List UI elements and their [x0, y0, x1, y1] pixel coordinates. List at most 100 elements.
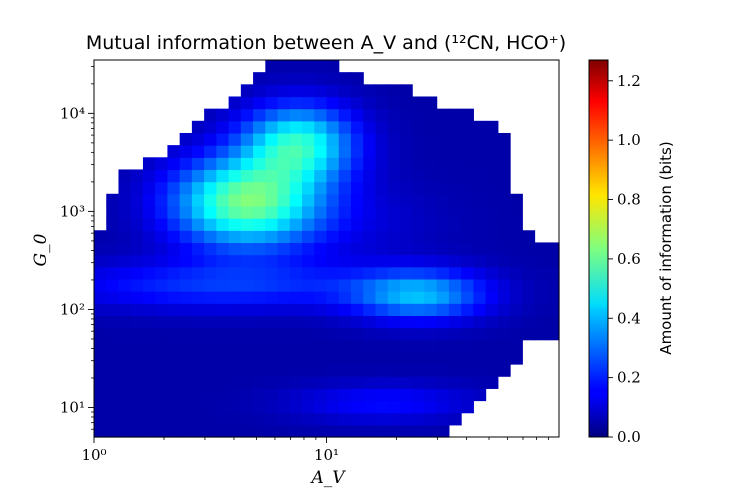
heatmap-cell	[350, 412, 364, 426]
colorbar-tick-label: 1.2	[617, 72, 641, 90]
heatmap-cell	[448, 339, 462, 353]
heatmap-cell	[191, 218, 205, 231]
heatmap-cell	[375, 205, 389, 219]
heatmap-cell	[412, 291, 425, 304]
heatmap-cell	[424, 96, 438, 110]
heatmap-cell	[473, 339, 487, 353]
heatmap-cell	[399, 157, 413, 171]
heatmap-cell	[191, 424, 205, 438]
heatmap-cell	[350, 230, 364, 244]
heatmap-cell	[240, 412, 254, 426]
heatmap-cell	[204, 315, 217, 329]
heatmap-cell	[130, 181, 144, 195]
heatmap-cell	[216, 412, 230, 426]
heatmap-cell	[363, 278, 377, 292]
heatmap-cell	[497, 218, 511, 231]
heatmap-cell	[118, 351, 132, 365]
heatmap-cell	[326, 412, 340, 426]
heatmap-cell	[424, 388, 438, 402]
heatmap-cell	[253, 291, 266, 304]
heatmap-cell	[302, 266, 315, 280]
heatmap-cell	[326, 400, 340, 414]
heatmap-cell	[191, 339, 205, 353]
heatmap-cell	[240, 193, 254, 207]
heatmap-cell	[191, 266, 205, 280]
heatmap-cell	[424, 327, 438, 341]
heatmap-cell	[216, 242, 230, 256]
heatmap-cell	[448, 242, 462, 256]
heatmap-cell	[399, 145, 413, 158]
heatmap-cell	[326, 84, 340, 98]
heatmap-cell	[436, 132, 450, 146]
heatmap-cell	[106, 351, 120, 365]
heatmap-cell	[277, 412, 291, 426]
heatmap-cell	[497, 364, 511, 377]
heatmap-cell	[155, 205, 169, 219]
heatmap-cell	[314, 157, 328, 171]
heatmap-cell	[142, 157, 156, 171]
heatmap-cell	[253, 351, 266, 365]
heatmap-cell	[399, 96, 413, 110]
heatmap-cell	[326, 291, 340, 304]
heatmap-cell	[191, 120, 205, 134]
colorbar-ticks: 0.0 0.2 0.4 0.6 0.8 1.0 1.2	[608, 72, 641, 446]
heatmap-cell	[473, 169, 487, 183]
heatmap-cell	[265, 424, 279, 438]
heatmap-cell	[289, 315, 303, 329]
y-tick-label: 10⁴	[60, 104, 85, 122]
heatmap-cell	[546, 254, 560, 268]
heatmap-cell	[277, 120, 291, 134]
heatmap-cell	[399, 84, 413, 98]
heatmap-cell	[363, 169, 377, 183]
heatmap-cell	[424, 169, 438, 183]
heatmap-cell	[448, 218, 462, 231]
heatmap-cell	[155, 242, 169, 256]
heatmap-cell	[338, 303, 352, 316]
heatmap-cell	[375, 218, 389, 231]
heatmap-cell	[289, 84, 303, 98]
heatmap-cell	[473, 291, 487, 304]
heatmap-cell	[485, 120, 499, 134]
heatmap-cell	[204, 339, 217, 353]
heatmap-cell	[375, 266, 389, 280]
heatmap-cell	[302, 351, 315, 365]
heatmap-cell	[106, 303, 120, 316]
heatmap-cell	[399, 376, 413, 389]
heatmap-cell	[265, 254, 279, 268]
heatmap-cell	[436, 145, 450, 158]
heatmap-cell	[326, 193, 340, 207]
heatmap-cell	[265, 84, 279, 98]
heatmap-cell	[363, 351, 377, 365]
heatmap-cell	[191, 291, 205, 304]
heatmap-cell	[289, 266, 303, 280]
heatmap-cell	[387, 132, 401, 146]
heatmap-cell	[461, 400, 474, 414]
heatmap-cell	[265, 181, 279, 195]
heatmap-cell	[375, 254, 389, 268]
heatmap-cell	[510, 278, 523, 292]
heatmap-cell	[534, 291, 548, 304]
heatmap-cell	[436, 424, 450, 438]
heatmap-cell	[497, 181, 511, 195]
heatmap-cell	[302, 315, 315, 329]
heatmap-cell	[448, 412, 462, 426]
heatmap-cell	[448, 278, 462, 292]
heatmap-cell	[142, 205, 156, 219]
heatmap-cell	[216, 351, 230, 365]
heatmap-cell	[424, 376, 438, 389]
heatmap-cell	[375, 145, 389, 158]
heatmap-cell	[424, 278, 438, 292]
heatmap-cell	[412, 157, 425, 171]
heatmap-cell	[240, 145, 254, 158]
y-axis-ticks: 10¹ 10² 10³ 10⁴	[60, 66, 94, 430]
heatmap-cell	[350, 72, 364, 85]
heatmap-cell	[363, 242, 377, 256]
heatmap-cell	[338, 157, 352, 171]
heatmap-cell	[387, 145, 401, 158]
heatmap-cell	[179, 424, 193, 438]
heatmap-cell	[522, 315, 536, 329]
heatmap-cell	[448, 145, 462, 158]
heatmap-cell	[204, 412, 217, 426]
heatmap-cell	[485, 254, 499, 268]
heatmap-cell	[142, 351, 156, 365]
